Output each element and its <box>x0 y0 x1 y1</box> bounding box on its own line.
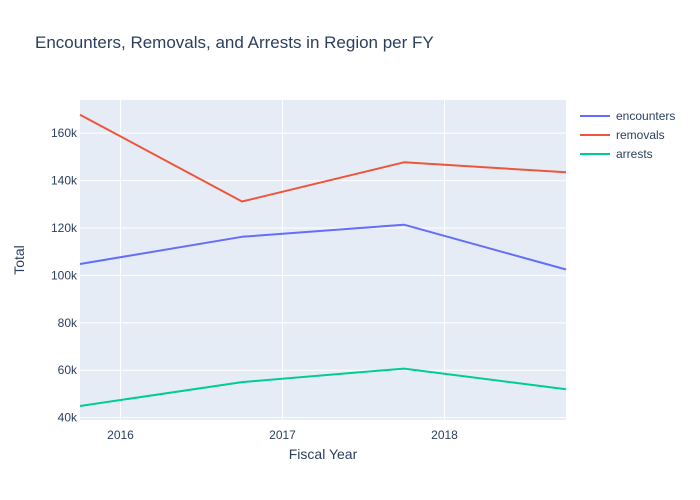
x-tick-label: 2017 <box>269 428 296 442</box>
x-axis-title: Fiscal Year <box>288 446 358 462</box>
y-tick-label: 120k <box>51 221 78 235</box>
x-tick-label: 2018 <box>431 428 458 442</box>
legend-swatch <box>580 133 610 136</box>
y-tick-label: 40k <box>58 411 78 425</box>
chart-title: Encounters, Removals, and Arrests in Reg… <box>35 33 434 52</box>
tick-labels: 40k 60k 80k 100k 120k 140k 160k 2016 2017 2018 <box>51 126 458 442</box>
series-line-removals <box>79 113 567 203</box>
series-line-arrests <box>79 367 567 407</box>
legend-label: arrests <box>616 146 653 161</box>
legend-label: encounters <box>616 108 676 123</box>
legend-item-removals[interactable]: removals <box>580 125 675 144</box>
series-line-encounters <box>79 223 567 271</box>
x-tick-label: 2016 <box>107 428 134 442</box>
y-tick-label: 160k <box>51 126 78 140</box>
y-tick-label: 60k <box>58 363 78 377</box>
legend-item-arrests[interactable]: arrests <box>580 144 675 163</box>
legend-swatch <box>580 114 610 117</box>
y-tick-label: 80k <box>58 316 78 330</box>
y-tick-label: 140k <box>51 174 78 188</box>
legend[interactable]: encounters removals arrests <box>580 106 675 163</box>
grid <box>80 100 566 420</box>
legend-item-encounters[interactable]: encounters <box>580 106 675 125</box>
y-axis-title: Total <box>11 245 27 275</box>
legend-swatch <box>580 152 610 155</box>
y-tick-label: 100k <box>51 268 78 282</box>
legend-label: removals <box>616 127 665 142</box>
series-lines <box>79 113 567 407</box>
plot-area <box>80 100 566 420</box>
